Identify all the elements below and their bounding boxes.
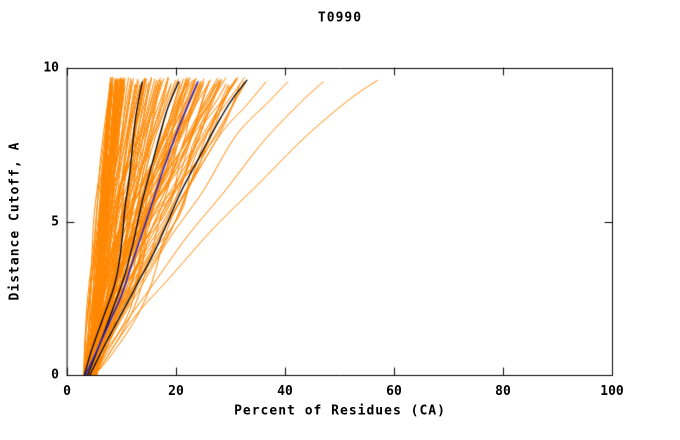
y-tick-label: 5 [51, 214, 59, 229]
y-axis-label: Distance Cutoff, A [7, 141, 23, 301]
x-axis-label: Percent of Residues (CA) [234, 403, 446, 419]
x-tick-label: 20 [168, 384, 184, 399]
chart-title: T0990 [317, 10, 363, 26]
y-tick-label: 0 [51, 367, 59, 383]
x-tick-label: 80 [495, 384, 511, 399]
x-tick-label: 60 [386, 384, 402, 399]
x-tick-label: 100 [600, 384, 624, 399]
y-tick-label: 10 [43, 60, 59, 76]
x-tick-label: 0 [63, 384, 71, 399]
x-tick-label: 40 [277, 384, 293, 399]
